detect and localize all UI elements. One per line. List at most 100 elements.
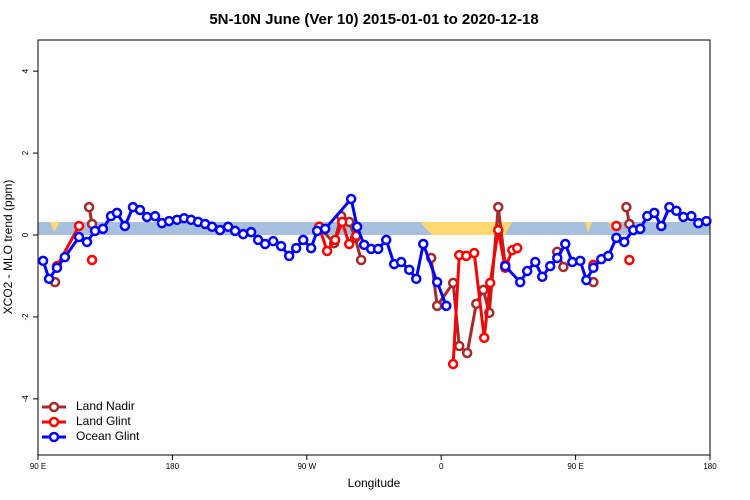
data-point [83, 201, 95, 213]
data-point [59, 251, 71, 263]
data-point [649, 207, 660, 219]
data-point [441, 300, 452, 312]
data-point [395, 256, 407, 268]
y-tick-label: -2 [21, 313, 30, 321]
data-point [403, 264, 415, 276]
data-point [514, 276, 526, 288]
data-point [149, 210, 161, 222]
y-axis-label: XCO2 - MLO trend (ppm) [1, 180, 15, 315]
x-tick-label: 180 [166, 462, 180, 471]
data-point [97, 223, 109, 235]
data-point [43, 273, 55, 285]
data-point [411, 273, 422, 285]
data-point [521, 265, 533, 277]
legend-marker [48, 431, 60, 443]
data-point [484, 277, 496, 289]
data-point [290, 242, 302, 254]
data-point [686, 210, 697, 222]
data-point [343, 238, 355, 250]
land-mask [38, 222, 710, 235]
data-point [275, 240, 287, 252]
data-point [468, 247, 480, 259]
data-point [119, 220, 131, 232]
x-tick-label: 90 W [297, 462, 316, 471]
data-point [73, 220, 85, 232]
data-point [619, 236, 630, 248]
data-point [141, 211, 153, 223]
data-point [380, 234, 392, 246]
data-point [478, 332, 490, 344]
data-point [621, 201, 632, 213]
y-tick-label: 0 [21, 232, 30, 237]
legend-label: Land Glint [76, 414, 131, 428]
data-point [372, 243, 384, 255]
data-point [656, 220, 667, 232]
data-point [537, 271, 548, 283]
data-point [305, 242, 317, 254]
data-point [229, 225, 241, 237]
x-axis-label: Longitude [348, 476, 401, 490]
data-point [611, 232, 622, 244]
data-point [297, 234, 309, 246]
chart-title: 5N-10N June (Ver 10) 2015-01-01 to 2020-… [209, 11, 538, 28]
data-point [259, 238, 271, 250]
data-point [51, 262, 63, 274]
data-point [530, 256, 541, 268]
data-point [345, 193, 357, 205]
legend-label: Ocean Glint [76, 429, 140, 443]
data-point [454, 340, 465, 352]
data-point [283, 250, 295, 262]
data-point [447, 277, 459, 289]
data-point [267, 235, 279, 247]
data-point [214, 224, 226, 236]
data-point [311, 225, 323, 237]
data-point [37, 255, 49, 267]
y-tick-label: 2 [21, 150, 30, 155]
data-point [81, 236, 93, 248]
data-point [73, 231, 85, 243]
data-point [588, 262, 599, 274]
data-point [693, 217, 704, 229]
data-point [321, 245, 333, 257]
data-point [558, 261, 569, 273]
land-patch [420, 222, 512, 235]
legend-marker [48, 416, 60, 428]
data-point [635, 223, 646, 235]
data-point [447, 358, 459, 370]
data-point [560, 238, 571, 250]
data-point [492, 201, 504, 213]
data-point [471, 298, 482, 310]
data-point [500, 260, 511, 272]
data-point [581, 274, 592, 286]
x-tick-label: 90 E [567, 462, 583, 471]
legend-label: Land Nadir [76, 399, 135, 413]
data-point [603, 250, 614, 262]
plot-frame [37, 39, 711, 456]
data-point [111, 207, 123, 219]
data-point [574, 255, 586, 267]
data-point [511, 242, 523, 254]
data-point [431, 276, 443, 288]
data-point [163, 215, 175, 227]
data-point [551, 252, 563, 264]
data-point [336, 216, 348, 228]
land-patch [585, 222, 592, 233]
data-point [492, 224, 504, 236]
data-point [431, 300, 443, 312]
land-patch [50, 222, 60, 232]
data-point [671, 205, 682, 217]
data-point [319, 223, 331, 235]
x-tick-label: 180 [703, 462, 717, 471]
data-point [245, 226, 257, 238]
data-point [134, 204, 146, 216]
x-tick-label: 0 [439, 462, 444, 471]
y-tick-label: -4 [21, 395, 30, 403]
legend-marker [48, 401, 60, 413]
data-point [701, 215, 712, 227]
data-point [355, 254, 367, 266]
data-point [478, 284, 489, 296]
data-point [329, 234, 341, 246]
data-point [418, 238, 429, 250]
